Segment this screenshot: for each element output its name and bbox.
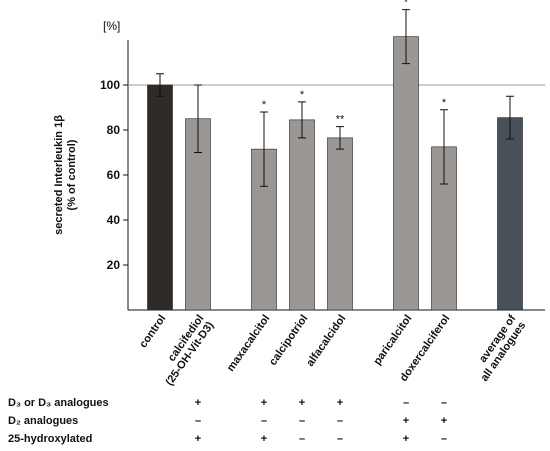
significance-marker: * [300, 89, 305, 101]
significance-marker: * [404, 0, 409, 9]
table-mark: – [337, 415, 343, 427]
category-label: calcipotriol [267, 313, 310, 368]
category-label: control [137, 313, 168, 350]
table-row-label: 25-hydroxylated [8, 433, 92, 445]
category-label-line: maxacalcitol [225, 313, 273, 374]
table-mark: – [403, 397, 409, 409]
y-axis-title: secreted Interleukin 1β (% of control) [53, 115, 78, 235]
bar [147, 84, 173, 311]
property-table: D₃ or D₃ analogues + + + + – – D₂ analogues – – – –… [8, 397, 447, 445]
category-label-line: control [137, 313, 168, 350]
table-mark: – [195, 415, 201, 427]
significance-marker: * [442, 97, 447, 109]
y-tick-label: 80 [107, 123, 121, 137]
y-ticks: 20 40 60 80 100 [100, 78, 128, 272]
table-mark: – [441, 397, 447, 409]
y-tick-label: 100 [100, 78, 120, 92]
bars [147, 36, 523, 311]
table-mark: + [261, 397, 267, 409]
bar [393, 36, 419, 311]
y-tick-label: 20 [107, 258, 121, 272]
table-mark: + [403, 415, 409, 427]
category-label-line: paricalcitol [371, 313, 414, 367]
table-mark: – [299, 415, 305, 427]
table-mark: – [299, 433, 305, 445]
bar [327, 137, 353, 311]
table-row-label: D₂ analogues [8, 415, 78, 427]
significance-markers: ****** [262, 0, 447, 126]
table-mark: + [195, 397, 201, 409]
significance-marker: * [262, 99, 267, 111]
category-label-line: calcipotriol [267, 313, 310, 368]
table-mark: + [403, 433, 409, 445]
category-label-line: alfacalcidol [304, 313, 348, 369]
category-label: alfacalcidol [304, 313, 348, 369]
table-mark: + [261, 433, 267, 445]
table-mark: + [337, 397, 343, 409]
category-label: maxacalcitol [225, 313, 273, 374]
table-mark: – [261, 415, 267, 427]
table-mark: + [195, 433, 201, 445]
category-label: paricalcitol [371, 313, 414, 367]
table-mark: + [299, 397, 305, 409]
error-bars [156, 9, 514, 187]
table-row-label: D₃ or D₃ analogues [8, 397, 109, 409]
y-tick-label: 40 [107, 213, 121, 227]
y-tick-label: 60 [107, 168, 121, 182]
table-mark: + [441, 415, 447, 427]
y-axis-unit-label: [%] [103, 19, 120, 33]
table-mark: – [337, 433, 343, 445]
bar [289, 119, 315, 311]
table-mark: – [441, 433, 447, 445]
bar [497, 117, 523, 311]
y-axis-title-line-1: secreted Interleukin 1β [53, 115, 65, 235]
significance-marker: ** [336, 114, 345, 126]
y-axis-title-line-2: (% of control) [66, 139, 78, 210]
